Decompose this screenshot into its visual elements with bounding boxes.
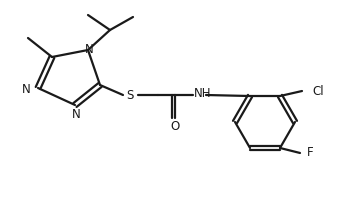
Text: N: N [85,43,93,56]
Text: NH: NH [194,86,212,99]
Text: N: N [22,83,31,96]
Text: O: O [170,120,180,133]
Text: S: S [126,88,134,101]
Text: Cl: Cl [312,85,324,98]
Text: N: N [72,108,80,121]
Text: F: F [307,147,314,160]
